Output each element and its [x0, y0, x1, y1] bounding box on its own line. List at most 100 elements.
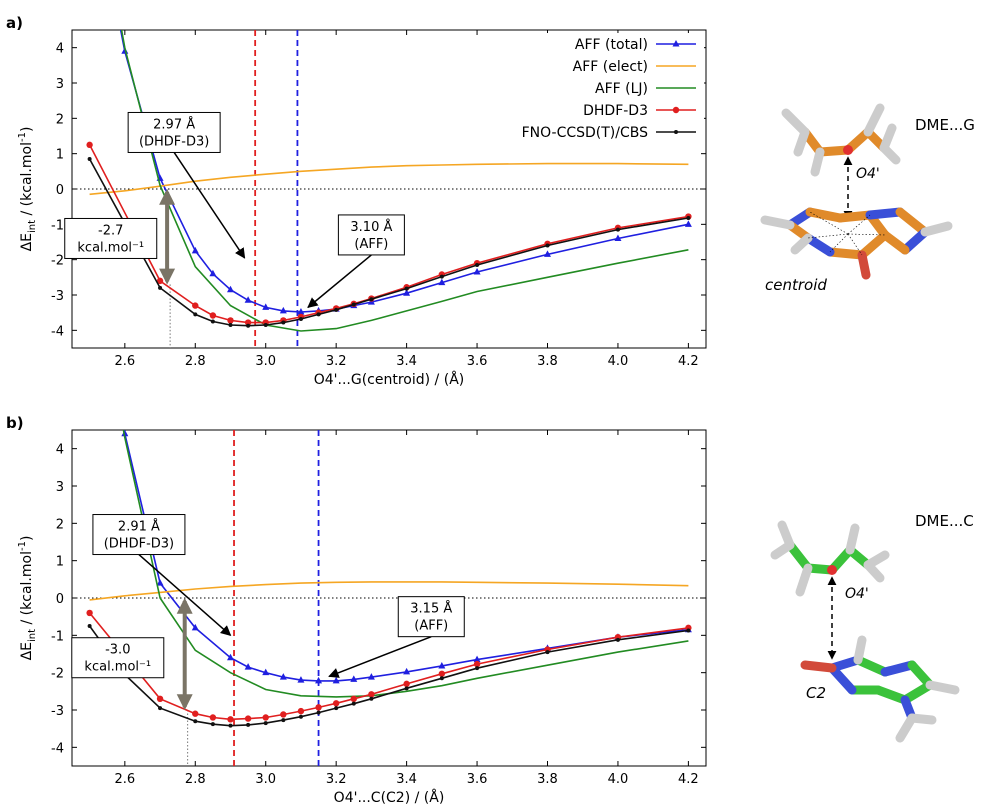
data-point [158, 285, 163, 290]
data-point [403, 289, 411, 296]
data-point [615, 227, 620, 232]
y-tick-label: 4 [56, 443, 64, 458]
y-tick-label: 2 [56, 517, 64, 532]
x-tick-label: 3.2 [326, 772, 347, 787]
data-point [438, 670, 446, 677]
data-point [297, 307, 305, 315]
data-point [315, 676, 323, 684]
y-tick-label: -3 [51, 704, 64, 719]
data-point [332, 700, 340, 707]
series-line [89, 581, 689, 601]
data-point [403, 680, 410, 688]
data-point [210, 319, 215, 324]
molecule-label-dme-g: DME...G [915, 116, 975, 134]
data-point [246, 323, 251, 328]
data-point [279, 306, 287, 314]
data-point [262, 714, 269, 721]
data-point [263, 721, 268, 726]
data-point [404, 686, 409, 691]
series-line [119, 30, 689, 313]
annotation-text: -3.0 [105, 643, 130, 658]
data-point [615, 637, 620, 642]
x-tick-label: 2.6 [114, 354, 135, 369]
data-point [86, 258, 93, 265]
annotation-arrow [138, 553, 232, 637]
x-tick-label: 4.2 [678, 772, 699, 787]
y-tick-label: 1 [56, 148, 64, 163]
data-point [369, 696, 374, 701]
series-line [89, 162, 689, 196]
data-point [350, 695, 357, 702]
annotation-box [71, 637, 165, 679]
x-tick-label: 3.2 [326, 354, 347, 369]
data-point [334, 307, 339, 312]
y-tick-label: -3 [51, 289, 64, 304]
x-tick-label: 3.4 [396, 354, 417, 369]
legend-entry: AFF (elect) [573, 59, 648, 75]
legend-marker [674, 130, 678, 134]
x-axis-label: O4'...C(C2) / (Å) [334, 789, 445, 806]
series-line [88, 612, 689, 721]
data-point [244, 663, 252, 670]
annotation-text: kcal.mol⁻¹ [77, 240, 144, 255]
annotation-text: kcal.mol⁻¹ [84, 660, 151, 675]
legend-box [520, 33, 704, 145]
x-tick-label: 2.8 [185, 354, 206, 369]
data-point [614, 234, 622, 241]
data-point [87, 624, 92, 628]
legend-entry: AFF (LJ) [595, 81, 648, 97]
y-tick-label: -2 [51, 254, 64, 269]
x-tick-label: 4.2 [678, 354, 699, 369]
data-point [438, 661, 446, 669]
annotation-arrow [173, 152, 246, 259]
plot-area [72, 258, 706, 766]
x-tick-label: 3.0 [255, 354, 276, 369]
legend-marker [672, 40, 680, 47]
annotation-box [64, 217, 158, 259]
data-point [228, 723, 233, 728]
legend-entry: AFF (total) [575, 37, 648, 53]
y-tick-label: -4 [51, 324, 64, 339]
plot-area [72, 30, 706, 348]
atom-label-o4: O4' [856, 166, 880, 182]
panel-label: b) [6, 414, 24, 432]
data-point [280, 711, 287, 718]
data-point [191, 246, 199, 254]
data-point [298, 714, 303, 719]
data-point [473, 268, 481, 275]
molecule-dme-c-drawing: DME...C O4' [770, 512, 974, 743]
data-point [262, 668, 270, 676]
y-tick-label: -1 [51, 629, 64, 644]
data-point [351, 302, 356, 307]
series-line [88, 625, 689, 727]
data-point [209, 269, 217, 277]
annotation-text: (AFF) [354, 237, 388, 252]
data-point [298, 317, 303, 322]
x-tick-label: 3.0 [255, 772, 276, 787]
data-point [545, 650, 550, 655]
data-point [475, 262, 480, 267]
annotation-text: 2.91 Å [118, 519, 160, 535]
y-tick-label: 2 [56, 112, 64, 127]
data-point [684, 220, 692, 227]
y-tick-label: -4 [51, 741, 64, 756]
data-point [334, 706, 339, 711]
data-point [403, 667, 411, 675]
data-point [192, 710, 199, 717]
annotation-text: 3.10 Å [350, 219, 392, 235]
data-point [156, 579, 164, 586]
annotation-arrow [328, 635, 432, 678]
annotation-text: -2.7 [98, 223, 123, 238]
data-point [244, 715, 252, 722]
atom-label-o4: O4' [845, 586, 869, 602]
data-point [473, 660, 481, 668]
data-point [121, 430, 129, 437]
legend-entry: FNO-CCSD(T)/CBS [522, 125, 649, 141]
atom-label-c2: C2 [806, 684, 826, 702]
annotation-arrow [307, 254, 372, 309]
panel-b-chart: b) 2.6 2.8 3.0 3.2 3.4 3.6 3.8 4.0 4.2 -4 -3 -2 -1 0 1 2… [6, 258, 707, 806]
data-point [404, 286, 409, 291]
data-point [246, 722, 251, 727]
data-point [244, 296, 252, 303]
